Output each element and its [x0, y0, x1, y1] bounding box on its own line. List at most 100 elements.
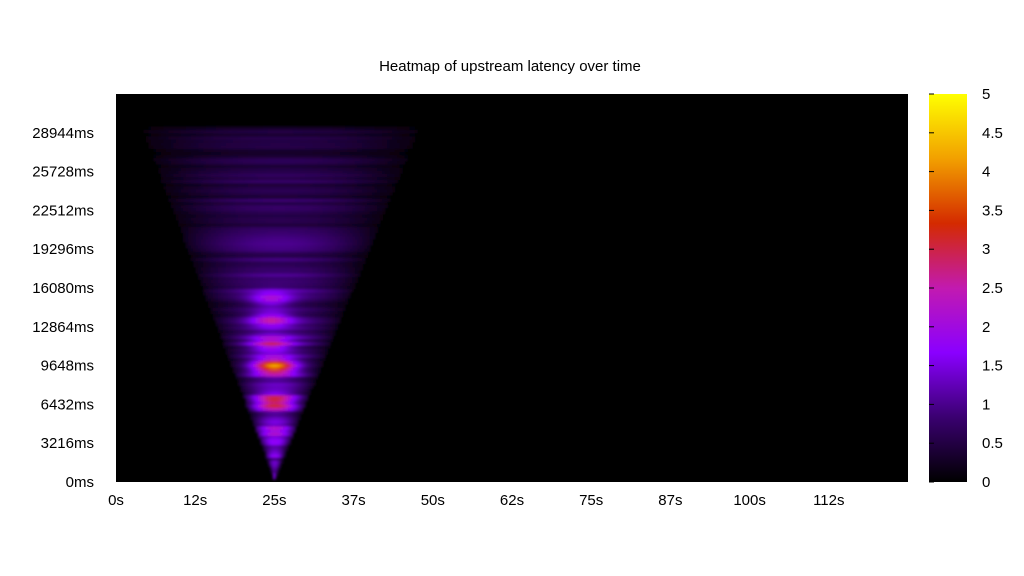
heat-cell: [180, 198, 184, 202]
heat-cell: [292, 404, 296, 408]
heat-cell: [332, 288, 336, 293]
heat-cell: [397, 173, 401, 177]
heat-cell: [302, 276, 306, 280]
heat-cell: [267, 379, 271, 383]
heat-cell: [330, 304, 334, 308]
heat-cell: [290, 232, 294, 237]
heat-cell: [252, 245, 256, 249]
heat-cell: [392, 170, 396, 174]
heat-cell: [285, 404, 289, 408]
heat-cell: [300, 341, 304, 346]
heat-cell: [362, 232, 366, 237]
heat-cell: [317, 182, 321, 187]
heat-cell: [305, 294, 309, 299]
heat-cell: [337, 291, 341, 296]
heat-cell: [230, 326, 234, 330]
heat-cell: [240, 354, 244, 358]
heat-cell: [285, 347, 289, 352]
heat-cell: [267, 276, 271, 280]
heat-cell: [255, 207, 259, 212]
heat-cell: [282, 385, 286, 390]
heat-cell: [173, 163, 177, 168]
heat-cell: [250, 191, 254, 196]
heat-cell: [282, 416, 286, 421]
heat-cell: [285, 400, 289, 405]
heat-cell: [237, 366, 242, 371]
heat-cell: [200, 176, 204, 181]
heat-cell: [359, 229, 364, 234]
heat-cell: [252, 226, 256, 231]
heat-cell: [320, 276, 324, 280]
heat-cell: [317, 204, 321, 209]
heat-cell: [252, 310, 256, 315]
heat-cell: [310, 382, 314, 386]
heat-cell: [287, 285, 291, 290]
heat-cell: [345, 245, 349, 249]
heat-cell: [223, 216, 227, 221]
heat-cell: [277, 188, 281, 193]
heat-cell: [280, 382, 284, 386]
heat-cell: [307, 338, 311, 343]
heat-cell: [325, 326, 329, 330]
heat-cell: [320, 301, 324, 305]
heat-cell: [305, 260, 309, 265]
heat-cell: [377, 182, 381, 187]
heat-cell: [287, 394, 291, 399]
heat-cell: [290, 394, 294, 399]
heat-cell: [267, 176, 271, 181]
heat-cell: [349, 235, 354, 240]
heat-cell: [275, 188, 279, 193]
heat-cell: [208, 179, 212, 184]
heat-cell: [362, 191, 366, 196]
heat-cell: [297, 313, 301, 318]
heat-cell: [247, 288, 252, 293]
heat-cell: [200, 235, 204, 240]
heat-cell: [180, 220, 184, 224]
heat-cell: [312, 288, 316, 293]
heat-cell: [265, 394, 269, 399]
heat-cell: [255, 210, 259, 215]
heat-cell: [359, 245, 364, 249]
heat-cell: [255, 388, 259, 393]
heat-cell: [285, 226, 289, 231]
heat-cell: [315, 198, 319, 202]
heat-cell: [203, 235, 207, 240]
heat-cell: [247, 394, 252, 399]
heat-cell: [200, 173, 204, 177]
heat-cell: [302, 404, 306, 408]
heat-cell: [235, 235, 239, 240]
heat-cell: [280, 369, 284, 374]
heat-cell: [252, 391, 256, 396]
heat-cell: [223, 163, 227, 168]
heat-cell: [295, 375, 299, 380]
heat-cell: [270, 425, 274, 430]
heat-cell: [237, 322, 242, 327]
heat-cell: [218, 279, 222, 284]
heat-cell: [359, 226, 364, 231]
heat-cell: [215, 185, 219, 190]
heat-cell: [332, 263, 336, 268]
heat-cell: [237, 241, 242, 246]
heat-cell: [292, 388, 296, 393]
heat-cell: [345, 248, 349, 252]
heat-cell: [200, 213, 204, 218]
heat-cell: [270, 416, 274, 421]
heat-cell: [342, 263, 346, 268]
heat-cell: [223, 307, 227, 312]
heat-cell: [300, 251, 304, 255]
heat-cell: [160, 176, 164, 181]
heat-cell: [203, 198, 207, 202]
heat-cell: [245, 332, 249, 337]
heat-cell: [203, 257, 207, 262]
heat-cell: [295, 191, 299, 196]
heat-cell: [213, 176, 217, 181]
heat-cell: [292, 410, 296, 414]
heat-cell: [317, 170, 321, 174]
heat-cell: [277, 238, 281, 243]
heat-cell: [287, 229, 291, 234]
heat-cell: [379, 167, 383, 171]
heat-cell: [242, 185, 247, 190]
heat-cell: [290, 167, 294, 171]
heat-cell: [330, 232, 334, 237]
heat-cell: [237, 251, 242, 255]
